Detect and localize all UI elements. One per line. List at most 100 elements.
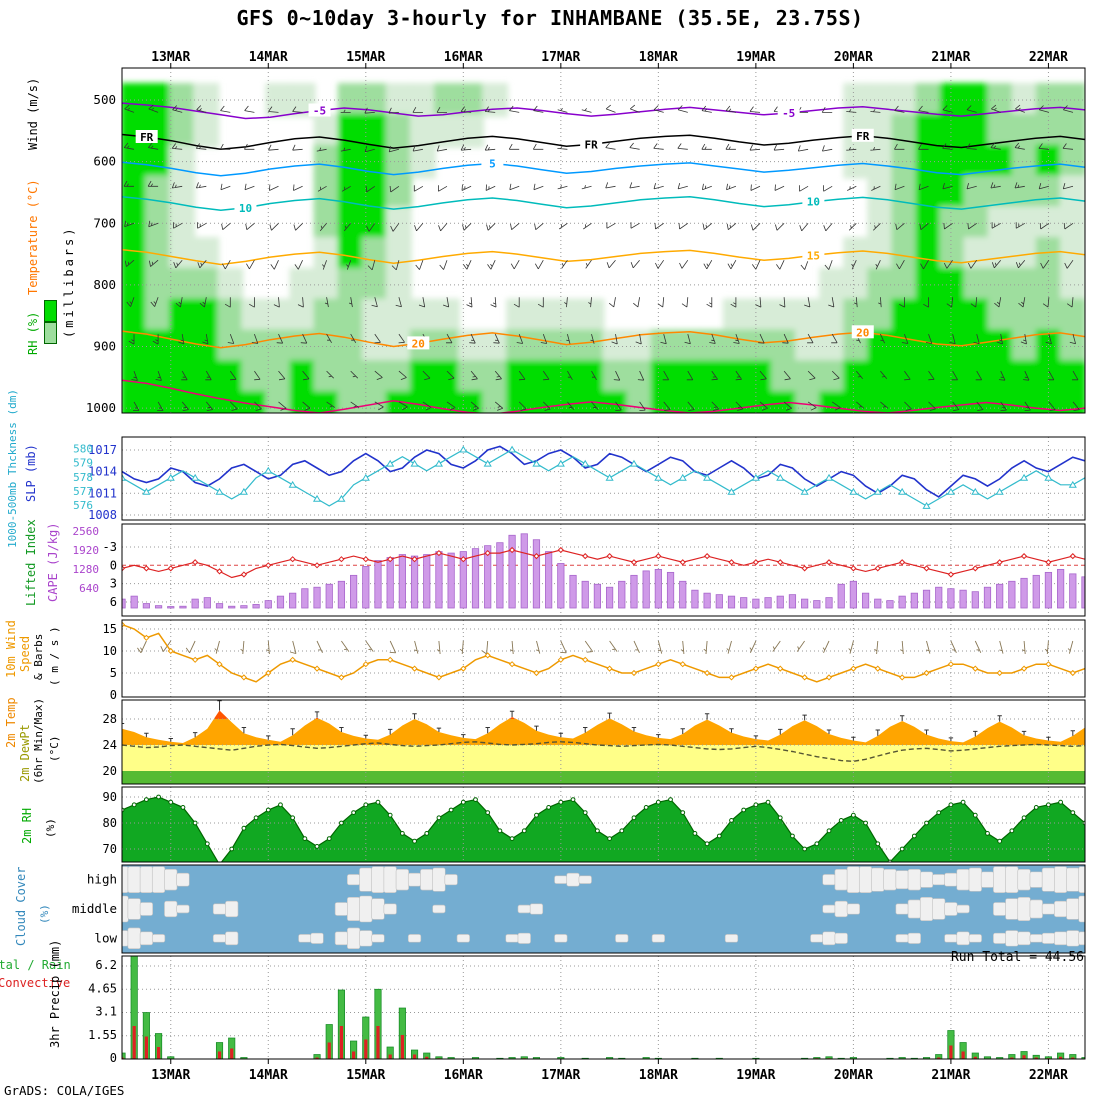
svg-text:17MAR: 17MAR <box>541 50 580 65</box>
svg-text:80: 80 <box>103 816 117 830</box>
rh-legend-swatch-light <box>44 322 57 344</box>
svg-text:19MAR: 19MAR <box>736 50 775 65</box>
svg-text:22MAR: 22MAR <box>1029 1068 1068 1083</box>
y-axis-label-degc: (°C) <box>48 735 61 763</box>
svg-text:1280: 1280 <box>73 563 100 576</box>
svg-text:FR: FR <box>856 130 870 143</box>
svg-text:low: low <box>94 930 117 945</box>
svg-text:21MAR: 21MAR <box>931 50 970 65</box>
svg-text:577: 577 <box>73 485 93 498</box>
y-axis-label-2m-rh: 2m RH <box>20 807 34 844</box>
svg-text:1014: 1014 <box>88 465 117 479</box>
svg-text:1011: 1011 <box>88 486 117 500</box>
legend-convective: Convective <box>0 976 71 990</box>
svg-text:-5: -5 <box>313 105 326 118</box>
y-axis-label-rh-pct: (%) <box>44 818 57 838</box>
svg-text:13MAR: 13MAR <box>151 50 190 65</box>
svg-text:14MAR: 14MAR <box>249 1068 288 1083</box>
svg-text:15MAR: 15MAR <box>346 50 385 65</box>
svg-text:0: 0 <box>110 688 117 702</box>
svg-text:5: 5 <box>110 666 117 680</box>
svg-text:16MAR: 16MAR <box>444 50 483 65</box>
svg-text:900: 900 <box>93 338 116 353</box>
y-axis-label-barbs: & Barbs <box>32 633 45 680</box>
svg-text:20: 20 <box>412 337 425 350</box>
svg-text:500: 500 <box>93 92 116 107</box>
svg-text:15MAR: 15MAR <box>346 1068 385 1083</box>
svg-text:high: high <box>87 872 117 887</box>
svg-text:4.65: 4.65 <box>88 981 117 995</box>
svg-text:-3: -3 <box>103 540 117 554</box>
y-axis-label-precip: 3hr Precip (mm) <box>48 939 62 1048</box>
y-axis-label-cloud-pct: (%) <box>38 904 51 924</box>
upper-air-panel: -5 -5 FR FR FR 5 10 10 15 20 20 <box>122 68 1085 413</box>
svg-text:70: 70 <box>103 842 117 856</box>
svg-text:1.55: 1.55 <box>88 1028 117 1042</box>
svg-text:FR: FR <box>140 131 154 144</box>
legend-total-rain: Total / Rain <box>0 958 71 972</box>
y-axis-label-minmax: (6hr Min/Max) <box>32 697 45 784</box>
svg-text:13MAR: 13MAR <box>151 1068 190 1083</box>
svg-text:28: 28 <box>103 712 117 726</box>
svg-text:21MAR: 21MAR <box>931 1068 970 1083</box>
svg-text:700: 700 <box>93 215 116 230</box>
svg-text:1920: 1920 <box>73 544 100 557</box>
svg-text:1017: 1017 <box>88 443 117 457</box>
svg-text:20MAR: 20MAR <box>834 50 873 65</box>
svg-text:3.1: 3.1 <box>95 1005 117 1019</box>
svg-text:-5: -5 <box>782 107 795 120</box>
temp2m-panel <box>122 700 1085 784</box>
credits: GrADS: COLA/IGES <box>4 1083 125 1098</box>
y-axis-label-cloud-cover: Cloud Cover <box>14 866 28 946</box>
y-axis-label-rh: RH (%) <box>26 311 40 355</box>
rh2m-panel <box>122 787 1085 862</box>
y-axis-label-slp: SLP (mb) <box>24 444 38 502</box>
svg-text:579: 579 <box>73 457 93 470</box>
svg-text:15: 15 <box>807 249 820 262</box>
svg-text:580: 580 <box>73 443 93 456</box>
svg-text:20: 20 <box>856 326 869 339</box>
y-axis-label-millibars: (millibars) <box>62 225 76 338</box>
svg-text:17MAR: 17MAR <box>541 1068 580 1083</box>
svg-text:90: 90 <box>103 790 117 804</box>
svg-text:2560: 2560 <box>73 525 100 538</box>
y-axis-label-thickness: 1000-500mb Thckness (dm) <box>6 389 19 548</box>
run-total: Run Total = 44.56 <box>950 950 1084 965</box>
precip-panel <box>122 956 1085 1059</box>
y-axis-label-cape: CAPE (J/kg) <box>46 522 60 602</box>
y-axis-label-ms: ( m / s ) <box>48 626 61 686</box>
svg-text:22MAR: 22MAR <box>1029 50 1068 65</box>
svg-text:1008: 1008 <box>88 508 117 522</box>
svg-text:16MAR: 16MAR <box>444 1068 483 1083</box>
svg-text:576: 576 <box>73 499 93 512</box>
svg-text:5: 5 <box>489 157 496 170</box>
svg-text:800: 800 <box>93 277 116 292</box>
svg-text:20MAR: 20MAR <box>834 1068 873 1083</box>
svg-text:1000: 1000 <box>86 400 116 415</box>
svg-text:3: 3 <box>110 577 117 591</box>
svg-text:0: 0 <box>110 1051 117 1065</box>
svg-text:15: 15 <box>103 622 117 636</box>
svg-text:6: 6 <box>110 595 117 609</box>
rh-legend-swatch-bright <box>44 300 57 322</box>
svg-text:18MAR: 18MAR <box>639 1068 678 1083</box>
y-axis-label-speed: Speed <box>18 635 32 672</box>
svg-text:578: 578 <box>73 471 93 484</box>
y-axis-label-2m-temp: 2m Temp <box>4 697 18 748</box>
y-axis-label-2m-dewpt: 2m DewPt <box>18 724 32 782</box>
svg-text:10: 10 <box>807 196 820 209</box>
svg-text:600: 600 <box>93 154 116 169</box>
svg-text:640: 640 <box>79 582 99 595</box>
page-title: GFS 0~10day 3-hourly for INHAMBANE (35.5… <box>236 6 864 30</box>
cloud-cover-panel <box>122 865 1085 953</box>
svg-text:0: 0 <box>110 558 117 572</box>
svg-text:24: 24 <box>103 738 117 752</box>
svg-text:middle: middle <box>72 901 117 916</box>
svg-text:FR: FR <box>585 138 599 151</box>
y-axis-label-lifted-index: Lifted Index <box>24 519 38 606</box>
svg-text:20: 20 <box>103 764 117 778</box>
wind10m-panel <box>122 620 1085 697</box>
svg-text:14MAR: 14MAR <box>249 50 288 65</box>
